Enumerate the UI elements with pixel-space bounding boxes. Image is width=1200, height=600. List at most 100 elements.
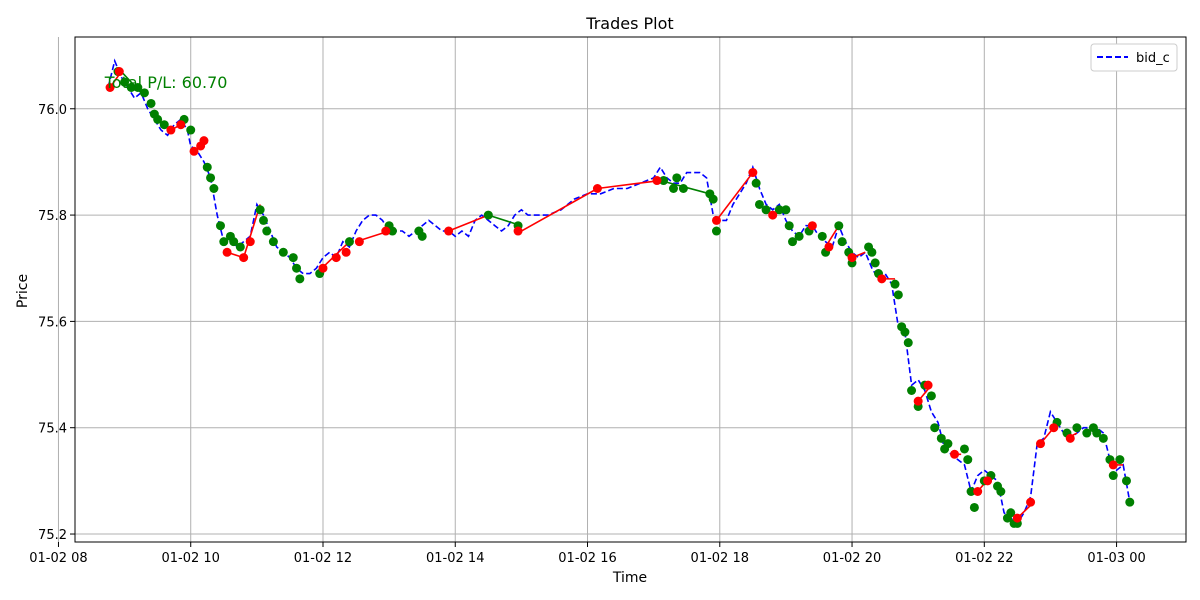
trade-markers-layer — [105, 67, 1135, 528]
buy-marker — [199, 136, 209, 146]
buy-marker — [748, 168, 758, 178]
y-tick-label: 75.4 — [38, 422, 67, 437]
sell-marker — [387, 226, 397, 236]
sell-marker — [159, 120, 169, 130]
sell-marker — [893, 290, 903, 300]
legend-label-bid-c: bid_c — [1136, 51, 1170, 66]
sell-marker — [229, 237, 239, 247]
sell-marker — [1098, 433, 1108, 443]
sell-marker — [1115, 455, 1125, 465]
sell-marker — [1092, 428, 1102, 438]
buy-marker — [592, 184, 602, 193]
sell-marker — [295, 274, 305, 284]
buy-marker — [114, 67, 124, 77]
sell-marker — [1121, 476, 1131, 486]
sell-marker — [483, 210, 493, 220]
legend-box — [1090, 43, 1178, 72]
sell-marker — [126, 83, 136, 92]
sell-marker — [292, 263, 302, 273]
trade-segment — [448, 214, 489, 232]
sell-marker — [678, 184, 688, 193]
y-tick-label: 75.2 — [38, 528, 67, 543]
trade-segment — [520, 187, 598, 232]
sell-marker — [215, 221, 225, 231]
buy-marker — [1012, 513, 1022, 523]
sell-marker — [969, 502, 979, 512]
total-pl-annotation: Total P/L: 60.70 — [104, 73, 228, 92]
sell-marker — [794, 231, 804, 241]
sell-marker — [202, 162, 212, 172]
sell-marker — [659, 176, 669, 186]
sell-marker — [1082, 428, 1092, 438]
sell-marker — [870, 258, 880, 268]
sell-marker — [1108, 471, 1118, 481]
sell-marker — [996, 487, 1006, 496]
sell-marker — [890, 279, 900, 289]
buy-marker — [222, 247, 232, 257]
x-tick-label: 01-03 00 — [1087, 551, 1145, 566]
buy-marker — [1036, 439, 1046, 449]
sell-marker — [139, 88, 149, 98]
sell-marker — [900, 327, 910, 337]
buy-marker — [950, 449, 960, 459]
sell-marker — [1072, 423, 1082, 433]
x-tick-label: 01-02 12 — [294, 551, 352, 566]
sell-marker — [219, 237, 229, 247]
sell-marker — [708, 194, 718, 204]
sell-marker — [834, 221, 844, 231]
sell-marker — [288, 253, 298, 263]
sell-marker — [255, 205, 265, 215]
sell-marker — [262, 226, 272, 236]
y-tick-label: 75.6 — [38, 315, 67, 330]
sell-marker — [907, 386, 917, 395]
sell-marker — [943, 439, 953, 449]
buy-marker — [807, 221, 817, 231]
x-tick-label: 01-02 18 — [691, 551, 749, 566]
buy-marker — [1108, 460, 1118, 470]
buy-marker — [973, 487, 983, 496]
sell-marker — [186, 125, 196, 135]
sell-marker — [120, 77, 130, 87]
buy-marker — [824, 242, 834, 252]
sell-marker — [417, 231, 427, 241]
sell-marker — [278, 247, 288, 257]
sell-marker — [959, 444, 969, 454]
buy-marker — [444, 226, 454, 236]
sell-marker — [711, 226, 721, 236]
trade-segment — [715, 172, 754, 221]
sell-marker — [751, 178, 761, 188]
sell-marker — [788, 237, 798, 247]
buy-marker — [513, 226, 523, 236]
plot-frame — [74, 36, 1187, 543]
sell-marker — [153, 114, 163, 124]
sell-marker — [146, 98, 156, 108]
sell-marker — [133, 83, 143, 92]
x-tick-label: 01-02 22 — [955, 551, 1013, 566]
buy-marker — [652, 176, 662, 186]
buy-marker — [331, 253, 341, 263]
sell-marker — [867, 247, 877, 257]
buy-marker — [239, 253, 249, 263]
sell-marker — [344, 237, 354, 247]
sell-marker — [966, 487, 976, 496]
y-tick-label: 76.0 — [38, 103, 67, 118]
buy-marker — [245, 237, 255, 247]
buy-marker — [923, 380, 933, 390]
buy-marker — [105, 83, 115, 92]
buy-marker — [1065, 433, 1075, 443]
buy-marker — [176, 120, 186, 130]
sell-marker — [781, 205, 791, 215]
sell-marker — [754, 199, 764, 209]
y-axis-ticks: 75.2 75.4 75.6 75.8 76.0 — [38, 103, 75, 543]
sell-marker — [206, 173, 216, 183]
legend: bid_c — [1090, 43, 1178, 72]
sell-marker — [903, 338, 913, 348]
x-tick-label: 01-02 16 — [558, 551, 616, 566]
sell-marker — [936, 433, 946, 443]
sell-marker — [1125, 497, 1135, 507]
sell-marker — [235, 242, 245, 252]
sell-marker — [926, 391, 936, 401]
sell-marker — [817, 231, 827, 241]
